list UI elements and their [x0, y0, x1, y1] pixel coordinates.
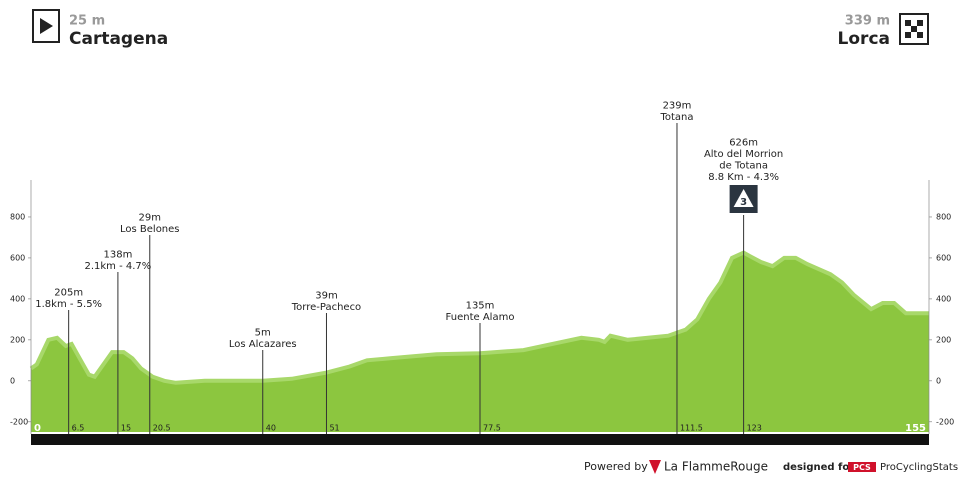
waypoint-label: 205m — [54, 288, 83, 299]
waypoint-label: Totana — [659, 112, 693, 123]
x-tick-label: 77.5 — [483, 424, 501, 433]
waypoint-label: 39m — [315, 291, 337, 302]
y-tick-label: 400 — [10, 294, 25, 303]
x-tick-label: 155 — [905, 423, 926, 434]
x-tick-label: 15 — [121, 424, 131, 433]
x-tick-label: 111.5 — [680, 424, 703, 433]
waypoint-label: Los Alcazares — [229, 339, 297, 350]
finish-altitude: 339 m — [845, 14, 890, 29]
y-tick-label: -200 — [10, 417, 28, 426]
y-tick-label: 800 — [10, 212, 25, 221]
finish-town: Lorca — [838, 29, 890, 49]
y-tick-label: 600 — [10, 253, 25, 262]
climb-category: 3 — [740, 197, 747, 208]
x-tick-label: 0 — [34, 423, 41, 434]
climb-triangle — [733, 189, 754, 207]
pcs-logo — [848, 462, 876, 472]
waypoint-label: 135m — [466, 301, 495, 312]
y-tick-label: 600 — [936, 253, 951, 262]
x-tick-label: 123 — [747, 424, 762, 433]
waypoint-label: 239m — [663, 101, 692, 112]
y-tick-label: -200 — [936, 417, 954, 426]
powered-by: Powered by — [584, 460, 648, 473]
start-icon — [32, 9, 60, 43]
elevation-area — [31, 252, 929, 432]
pcs: PCS — [853, 463, 871, 472]
finish-icon — [899, 13, 929, 45]
plot: -200 0 200 400 600 800 -200 0 200 400 600 800 0 6.5 15… — [10, 101, 954, 445]
waypoint-label: Los Belones — [120, 224, 180, 235]
waypoint-label: 626m — [729, 138, 758, 149]
x-tick-label: 51 — [329, 424, 339, 433]
y-tick-label: 200 — [10, 335, 25, 344]
y-tick-label: 800 — [936, 212, 951, 221]
waypoint-label: 1.8km - 5.5% — [35, 299, 102, 310]
waypoint-label: 2.1km - 4.7% — [84, 261, 151, 272]
x-tick-label: 20.5 — [153, 424, 171, 433]
start-altitude: 25 m — [69, 14, 105, 29]
start-arrow — [40, 18, 53, 34]
start-town: Cartagena — [69, 29, 168, 49]
y-tick-label: 200 — [936, 335, 951, 344]
footer: Powered by La FlammeRouge designed for P… — [584, 460, 958, 474]
pcs-name: ProCyclingStats — [880, 462, 958, 473]
brand: La FlammeRouge — [664, 460, 768, 474]
y-tick-label: 0 — [936, 376, 941, 385]
baseline-bar — [31, 434, 929, 445]
y-tick-label: 400 — [936, 294, 951, 303]
waypoint-label: de Totana — [719, 161, 768, 172]
waypoint-label: Fuente Alamo — [446, 312, 515, 323]
waypoint-label: 29m — [139, 213, 161, 224]
flamme-logo — [649, 460, 661, 474]
x-tick-label: 40 — [266, 424, 276, 433]
y-tick-label: 0 — [10, 376, 15, 385]
waypoint-label: 5m — [255, 328, 271, 339]
waypoint-label: 8.8 Km - 4.3% — [708, 172, 779, 183]
waypoint-label: Alto del Morrion — [704, 149, 783, 160]
elevation-edge — [29, 250, 929, 385]
waypoint-label: Torre-Pacheco — [291, 302, 361, 313]
x-tick-label: 6.5 — [72, 424, 85, 433]
waypoint-label: 138m — [103, 250, 132, 261]
designed-for: designed for — [783, 462, 854, 473]
